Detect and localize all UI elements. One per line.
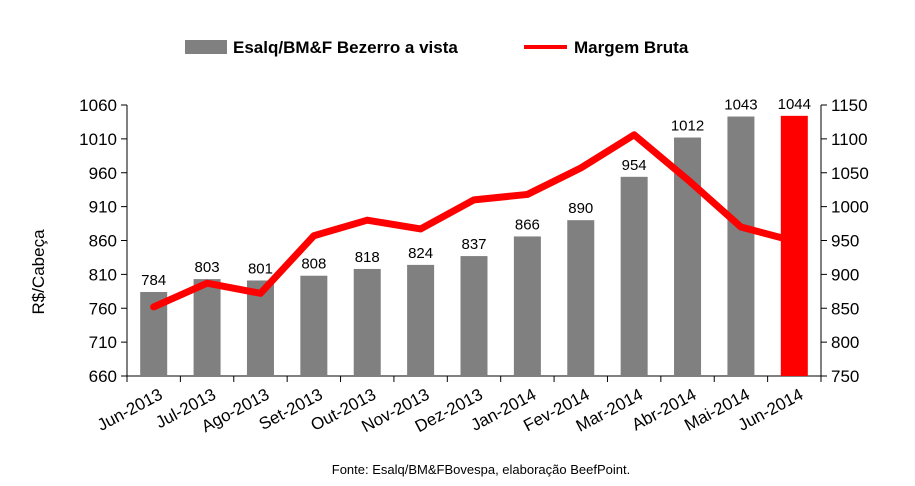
line-point	[366, 219, 369, 222]
bar	[780, 115, 808, 376]
bar-value-label: 866	[515, 216, 540, 233]
y-left-tick-label: 760	[89, 299, 117, 318]
bar-value-label: 801	[248, 260, 273, 277]
line-point	[793, 240, 796, 243]
y-right-tick-label: 750	[831, 367, 859, 386]
line-point	[579, 167, 582, 170]
y-right-tick-label: 1150	[831, 96, 868, 115]
bar-value-label: 818	[355, 249, 380, 266]
line-point	[152, 305, 155, 308]
legend: Esalq/BM&F Bezerro a vista Margem Bruta	[185, 38, 689, 57]
y-axis-left-title: R$/Cabeça	[29, 229, 48, 315]
line-point	[206, 282, 209, 285]
bar-value-label: 824	[408, 245, 433, 262]
bars	[140, 115, 808, 376]
bar	[567, 220, 595, 376]
y-right-tick-label: 1000	[831, 198, 869, 217]
source-note: Fonte: Esalq/BM&FBovespa, elaboração Bee…	[332, 462, 630, 477]
line-point	[419, 227, 422, 230]
axes: 660 710 760 810 860 910 960 1010 1060 750 800 850 90…	[79, 96, 869, 386]
bar	[620, 176, 648, 376]
bar	[460, 256, 488, 376]
bar-value-label: 1043	[724, 97, 757, 114]
y-left-tick-label: 810	[89, 265, 117, 284]
line-point	[686, 178, 689, 181]
bar-value-label: 808	[301, 256, 326, 273]
y-left-tick-label: 860	[89, 232, 117, 251]
bar-value-label: 954	[622, 157, 647, 174]
bar-value-label: 784	[141, 272, 166, 289]
y-right-tick-label: 1100	[831, 130, 868, 149]
y-right-tick-label: 950	[831, 232, 859, 251]
y-right-tick-label: 850	[831, 299, 859, 318]
bar-value-label: 890	[568, 200, 593, 217]
bar-value-label: 1044	[778, 96, 811, 113]
bar	[193, 279, 221, 376]
bar	[407, 264, 435, 376]
legend-bar-label: Esalq/BM&F Bezerro a vista	[233, 38, 458, 57]
line-point	[633, 133, 636, 136]
y-right-tick-label: 1050	[831, 164, 869, 183]
bar-value-label: 837	[461, 236, 486, 253]
y-right-tick-label: 900	[831, 265, 859, 284]
y-left-tick-label: 910	[89, 198, 117, 217]
y-left-tick-label: 960	[89, 164, 117, 183]
legend-bar-swatch	[185, 40, 227, 54]
y-left-tick-label: 660	[89, 367, 117, 386]
line-point	[473, 198, 475, 201]
line-point	[739, 225, 742, 228]
line-series	[150, 131, 798, 311]
y-left-tick-label: 1010	[79, 130, 117, 149]
bar-labels: 784 803 801 808 818 824 837 866 890 954 1012 1043 10…	[141, 96, 811, 289]
y-left-tick-label: 710	[89, 333, 117, 352]
bar	[353, 268, 381, 376]
line-point	[312, 234, 315, 237]
bar	[300, 275, 328, 376]
legend-line-label: Margem Bruta	[574, 38, 689, 57]
line-point	[259, 292, 262, 295]
bar	[727, 116, 755, 376]
line-point	[526, 193, 529, 196]
bar-value-label: 1012	[671, 118, 704, 135]
bar-value-label: 803	[195, 259, 220, 276]
x-tick-label: Jun-2013	[94, 385, 166, 435]
x-labels: Jun-2013Jul-2013Ago-2013Set-2013Out-2013…	[94, 385, 806, 436]
y-right-tick-label: 800	[831, 333, 859, 352]
y-left-tick-label: 1060	[79, 96, 117, 115]
bar	[513, 236, 541, 376]
